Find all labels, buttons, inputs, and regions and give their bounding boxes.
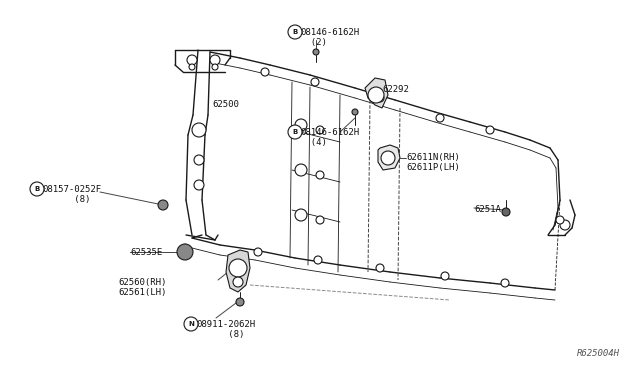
Circle shape bbox=[288, 25, 302, 39]
Circle shape bbox=[376, 94, 384, 102]
Circle shape bbox=[313, 49, 319, 55]
Circle shape bbox=[187, 55, 197, 65]
Circle shape bbox=[288, 125, 302, 139]
Circle shape bbox=[177, 244, 193, 260]
Circle shape bbox=[316, 171, 324, 179]
Text: B: B bbox=[35, 186, 40, 192]
Circle shape bbox=[254, 248, 262, 256]
Circle shape bbox=[229, 259, 247, 277]
Circle shape bbox=[436, 114, 444, 122]
Circle shape bbox=[295, 164, 307, 176]
Polygon shape bbox=[378, 145, 400, 170]
Text: 08911-2062H
      (8): 08911-2062H (8) bbox=[196, 320, 255, 339]
Text: 08157-0252F
      (8): 08157-0252F (8) bbox=[42, 185, 101, 204]
Circle shape bbox=[352, 109, 358, 115]
Circle shape bbox=[314, 256, 322, 264]
Circle shape bbox=[501, 279, 509, 287]
Circle shape bbox=[210, 55, 220, 65]
Circle shape bbox=[295, 119, 307, 131]
Circle shape bbox=[194, 155, 204, 165]
Polygon shape bbox=[226, 250, 250, 292]
Circle shape bbox=[316, 216, 324, 224]
Circle shape bbox=[261, 68, 269, 76]
Text: R625004H: R625004H bbox=[577, 349, 620, 358]
Circle shape bbox=[502, 208, 510, 216]
Circle shape bbox=[311, 78, 319, 86]
Circle shape bbox=[486, 126, 494, 134]
Text: 62535E: 62535E bbox=[130, 248, 163, 257]
Circle shape bbox=[236, 298, 244, 306]
Circle shape bbox=[233, 277, 243, 287]
Text: 62560(RH)
62561(LH): 62560(RH) 62561(LH) bbox=[118, 278, 166, 297]
Circle shape bbox=[30, 182, 44, 196]
Text: 62500: 62500 bbox=[212, 100, 239, 109]
Circle shape bbox=[556, 216, 564, 224]
Circle shape bbox=[376, 264, 384, 272]
Text: 08146-6162H
  (2): 08146-6162H (2) bbox=[300, 28, 359, 47]
Circle shape bbox=[441, 272, 449, 280]
Text: 62611N(RH)
62611P(LH): 62611N(RH) 62611P(LH) bbox=[406, 153, 460, 172]
Circle shape bbox=[368, 87, 384, 103]
Circle shape bbox=[158, 200, 168, 210]
Circle shape bbox=[194, 180, 204, 190]
Text: 08146-6162H
  (4): 08146-6162H (4) bbox=[300, 128, 359, 147]
Text: N: N bbox=[188, 321, 194, 327]
Text: 6251A: 6251A bbox=[474, 205, 501, 214]
Circle shape bbox=[184, 317, 198, 331]
Circle shape bbox=[189, 64, 195, 70]
Circle shape bbox=[192, 123, 206, 137]
Circle shape bbox=[295, 209, 307, 221]
Text: 62292: 62292 bbox=[382, 85, 409, 94]
Circle shape bbox=[560, 220, 570, 230]
Text: B: B bbox=[292, 29, 298, 35]
Circle shape bbox=[316, 126, 324, 134]
Text: B: B bbox=[292, 129, 298, 135]
Polygon shape bbox=[365, 78, 388, 108]
Circle shape bbox=[212, 64, 218, 70]
Circle shape bbox=[381, 151, 395, 165]
